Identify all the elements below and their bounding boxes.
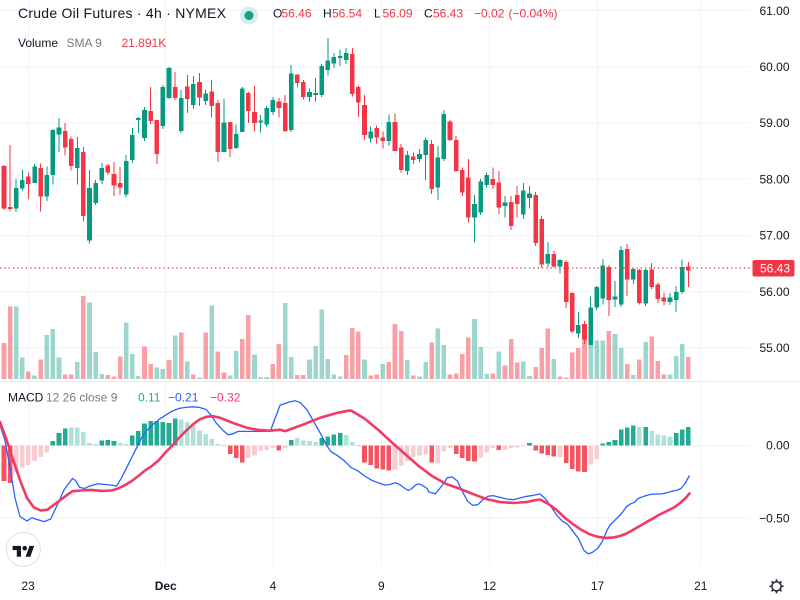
svg-text:56.43: 56.43 (760, 261, 790, 275)
svg-text:SMA 9: SMA 9 (67, 36, 103, 50)
svg-text:(−0.04%): (−0.04%) (509, 7, 558, 21)
svg-text:21.891K: 21.891K (122, 36, 167, 50)
svg-text:−0.32: −0.32 (210, 391, 241, 405)
svg-text:60.00: 60.00 (759, 60, 789, 74)
svg-text:0.11: 0.11 (138, 391, 161, 405)
svg-text:−0.02: −0.02 (474, 7, 505, 21)
svg-text:56.54: 56.54 (332, 7, 362, 21)
svg-text:Dec: Dec (155, 579, 177, 593)
svg-text:4: 4 (270, 579, 277, 593)
svg-text:21: 21 (694, 579, 708, 593)
svg-text:56.46: 56.46 (282, 7, 312, 21)
svg-text:H: H (323, 7, 332, 21)
svg-text:12: 12 (483, 579, 497, 593)
svg-text:58.00: 58.00 (759, 172, 789, 186)
svg-text:23: 23 (21, 579, 35, 593)
svg-text:12 26 close 9: 12 26 close 9 (46, 391, 118, 405)
svg-text:L: L (374, 7, 381, 21)
svg-text:−0.50: −0.50 (759, 511, 790, 525)
svg-text:59.00: 59.00 (759, 116, 789, 130)
svg-text:−0.21: −0.21 (168, 391, 199, 405)
svg-text:O: O (273, 7, 282, 21)
svg-text:56.09: 56.09 (383, 7, 413, 21)
svg-text:56.43: 56.43 (433, 7, 463, 21)
svg-text:17: 17 (591, 579, 605, 593)
svg-text:55.00: 55.00 (759, 341, 789, 355)
svg-text:MACD: MACD (8, 391, 44, 405)
svg-text:56.00: 56.00 (759, 285, 789, 299)
svg-text:Crude Oil Futures · 4h · NYMEX: Crude Oil Futures · 4h · NYMEX (18, 5, 227, 21)
svg-text:61.00: 61.00 (759, 4, 789, 18)
svg-text:9: 9 (378, 579, 385, 593)
svg-text:0.00: 0.00 (766, 439, 790, 453)
svg-text:C: C (424, 7, 433, 21)
svg-text:57.00: 57.00 (759, 229, 789, 243)
svg-text:Volume: Volume (18, 36, 58, 50)
